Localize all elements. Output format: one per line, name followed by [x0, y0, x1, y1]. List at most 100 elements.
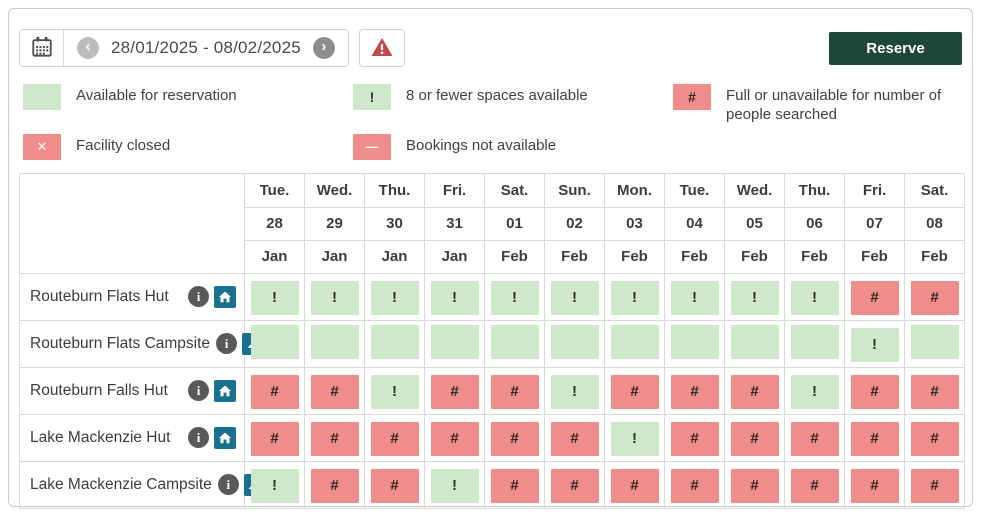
full-cell-swatch: #: [730, 421, 779, 456]
availability-cell: !: [604, 272, 665, 321]
date-range-display: ‹ 28/01/2025 - 08/02/2025 ›: [64, 30, 348, 66]
facility-name: Lake Mackenzie Hut: [30, 428, 171, 446]
hut-icon: [214, 285, 236, 308]
availability-cell: [424, 319, 485, 368]
availability-cell: #: [544, 460, 605, 509]
day-column-header: Sat.: [484, 172, 545, 208]
available-cell-swatch: [490, 325, 539, 359]
chevron-right-icon: ›: [321, 38, 327, 55]
full-cell-swatch: #: [430, 421, 479, 456]
availability-cell: #: [244, 366, 305, 415]
full-cell-swatch: #: [370, 421, 419, 456]
availability-cell: #: [844, 366, 905, 415]
full-cell-swatch: #: [730, 468, 779, 503]
full-cell-swatch: #: [910, 280, 959, 315]
hut-icon: [214, 426, 236, 449]
limited-cell-swatch: !: [370, 374, 419, 409]
availability-cell: #: [304, 413, 365, 462]
facility-row: Lake Mackenzie Campsite i! # #! # # # # # # # #: [19, 460, 965, 509]
available-cell-swatch: [670, 325, 719, 359]
date-column-header: 29: [304, 206, 365, 241]
day-column-header: Tue.: [664, 172, 725, 208]
full-cell-swatch: #: [850, 421, 899, 456]
full-cell-swatch: #: [250, 374, 299, 409]
availability-cell: [604, 319, 665, 368]
availability-cell: !: [664, 272, 725, 321]
limited-cell-swatch: !: [430, 280, 479, 315]
facility-cell: Lake Mackenzie Campsite i: [19, 460, 266, 509]
info-icon[interactable]: i: [188, 427, 209, 448]
date-column-header: 03: [604, 206, 665, 241]
table-body: Routeburn Flats Hut i!!!!!!!!!! # # Routebur…: [19, 272, 965, 509]
info-icon[interactable]: i: [216, 333, 238, 354]
full-cell-swatch: #: [310, 374, 359, 409]
limited-cell-swatch: !: [430, 468, 479, 503]
facility-cell: Routeburn Flats Campsite i: [19, 319, 265, 368]
full-cell-swatch: #: [850, 374, 899, 409]
full-swatch-icon: #: [673, 84, 711, 110]
date-column-header: 07: [844, 206, 905, 241]
limited-cell-swatch: !: [610, 280, 659, 315]
prev-date-range-button[interactable]: ‹: [77, 37, 99, 59]
full-cell-swatch: #: [430, 374, 479, 409]
closed-swatch-icon: ✕: [23, 133, 61, 160]
availability-cell: #: [364, 460, 425, 509]
availability-table: Tue. Wed. Thu. Fri. Sat. Sun. Mon. Tue. Wed. Thu.…: [19, 172, 965, 509]
info-icon[interactable]: i: [188, 380, 209, 401]
availability-cell: #: [844, 460, 905, 509]
info-icon[interactable]: i: [188, 286, 209, 307]
full-cell-swatch: #: [730, 374, 779, 409]
alerts-button[interactable]: [358, 29, 405, 67]
availability-cell: !: [244, 460, 305, 509]
full-cell-swatch: #: [670, 468, 719, 503]
limited-cell-swatch: !: [850, 327, 899, 362]
availability-cell: #: [664, 413, 725, 462]
available-cell-swatch: [730, 325, 779, 359]
availability-cell: !: [484, 272, 545, 321]
day-column-header: Sun.: [544, 172, 605, 208]
facility-row: Routeburn Flats Campsite i!: [19, 319, 965, 368]
facility-cell: Routeburn Falls Hut i: [19, 366, 245, 415]
month-column-header: Feb: [784, 239, 845, 274]
month-column-header: Jan: [364, 239, 425, 274]
limited-swatch-icon: !: [353, 84, 391, 110]
day-column-header: Wed.: [304, 172, 365, 208]
facility-name: Routeburn Flats Campsite: [30, 334, 211, 352]
availability-cell: #: [484, 366, 545, 415]
full-cell-swatch: #: [670, 421, 719, 456]
next-date-range-button[interactable]: ›: [312, 37, 335, 59]
full-cell-swatch: #: [790, 421, 839, 456]
reserve-button[interactable]: Reserve: [829, 31, 962, 65]
facility-cell: Lake Mackenzie Hut i: [19, 413, 245, 462]
availability-cell: #: [784, 413, 845, 462]
availability-cell: #: [424, 366, 485, 415]
availability-cell: !: [304, 272, 365, 321]
availability-cell: #: [604, 366, 665, 415]
warning-icon: [370, 36, 394, 61]
limited-cell-swatch: !: [310, 280, 359, 315]
date-column-header: 04: [664, 206, 725, 241]
availability-cell: #: [604, 460, 665, 509]
day-column-header: Thu.: [364, 172, 425, 208]
info-icon[interactable]: i: [217, 474, 239, 495]
limited-cell-swatch: !: [790, 280, 839, 315]
limited-cell-swatch: !: [250, 280, 299, 315]
availability-cell: !: [784, 366, 845, 415]
full-cell-swatch: #: [550, 421, 599, 456]
month-column-header: Jan: [304, 239, 365, 274]
date-column-header: 05: [724, 206, 785, 241]
day-column-header: Fri.: [424, 172, 485, 208]
availability-cell: #: [424, 413, 485, 462]
availability-cell: #: [904, 272, 965, 321]
date-column-header: 30: [364, 206, 425, 241]
day-column-header: Tue.: [244, 172, 305, 208]
full-cell-swatch: #: [610, 374, 659, 409]
full-cell-swatch: #: [910, 421, 959, 456]
available-cell-swatch: [310, 325, 359, 359]
available-cell-swatch: [550, 325, 599, 359]
availability-cell: #: [544, 413, 605, 462]
legend-item-available: Available for reservation: [23, 84, 353, 125]
calendar-picker-button[interactable]: [20, 30, 64, 66]
availability-cell: !: [784, 272, 845, 321]
legend-label: 8 or fewer spaces available: [406, 87, 588, 104]
